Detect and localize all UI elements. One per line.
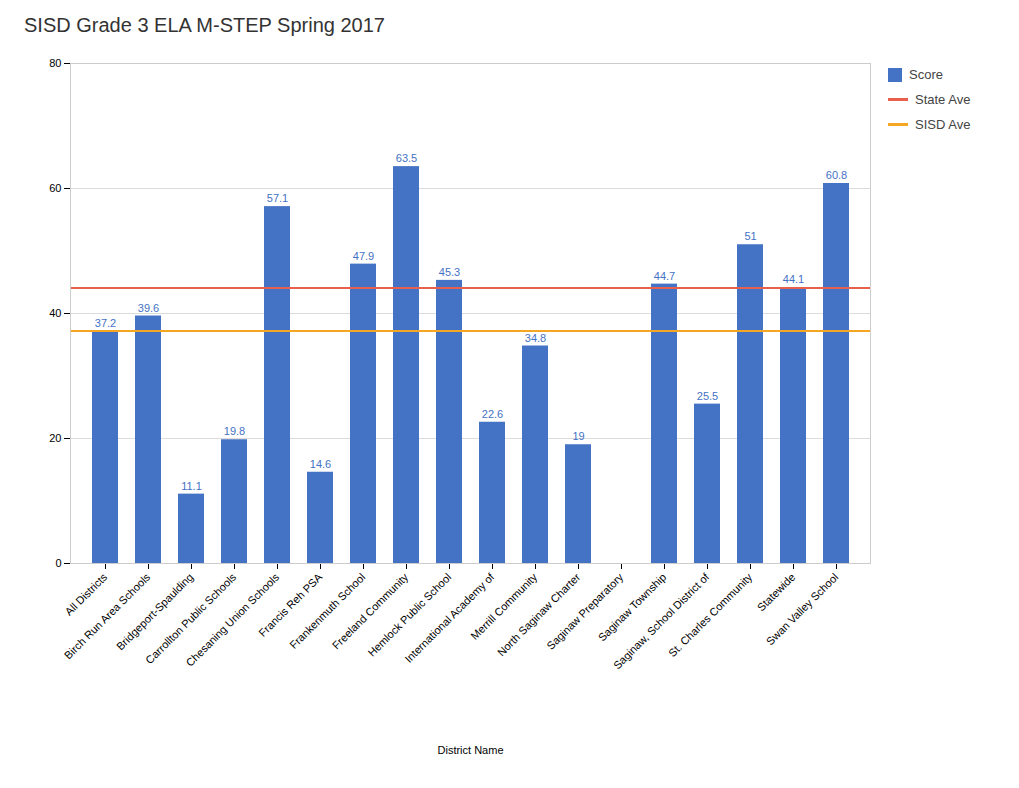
svg-text:Birch Run Area Schools: Birch Run Area Schools [62, 570, 153, 661]
svg-text:40: 40 [49, 307, 61, 319]
svg-text:80: 80 [49, 57, 61, 69]
svg-text:60: 60 [49, 182, 61, 194]
html-text:Score: Score [909, 67, 943, 82]
svg-text:63.5: 63.5 [396, 152, 417, 164]
svg-text:Swan Valley School: Swan Valley School [764, 571, 841, 648]
svg-text:North Saginaw Charter: North Saginaw Charter [495, 571, 583, 659]
html-text:SISD Grade 3 ELA M-STEP Spring: SISD Grade 3 ELA M-STEP Spring 2017 [24, 14, 385, 36]
svg-text:Hemlock Public School: Hemlock Public School [365, 571, 453, 659]
svg-text:51: 51 [744, 230, 756, 242]
svg-text:Carrollton Public Schools: Carrollton Public Schools [143, 570, 239, 667]
svg-text:District Name: District Name [437, 744, 503, 756]
svg-text:International Academy of: International Academy of [402, 570, 497, 665]
svg-text:44.1: 44.1 [783, 273, 804, 285]
svg-text:11.1: 11.1 [181, 480, 202, 492]
svg-text:Saginaw, School District of: Saginaw, School District of [610, 570, 712, 672]
svg-text:Saginaw Preparatory: Saginaw Preparatory [544, 570, 625, 651]
svg-text:19: 19 [572, 430, 584, 442]
svg-text:All Districts: All Districts [62, 570, 109, 617]
svg-text:37.2: 37.2 [95, 317, 116, 329]
svg-text:Merrill Community: Merrill Community [468, 570, 540, 642]
svg-text:Statewide: Statewide [755, 571, 798, 614]
svg-text:44.7: 44.7 [654, 270, 675, 282]
svg-text:14.6: 14.6 [310, 458, 331, 470]
svg-text:39.6: 39.6 [138, 302, 159, 314]
svg-text:60.8: 60.8 [826, 169, 847, 181]
svg-text:20: 20 [49, 432, 61, 444]
html-text:SISD Ave: SISD Ave [915, 117, 971, 132]
svg-text:Saginaw Township: Saginaw Township [595, 570, 669, 644]
svg-text:St. Charles Community: St. Charles Community [666, 570, 755, 659]
svg-text:Freeland Community: Freeland Community [330, 570, 411, 651]
svg-text:0: 0 [55, 557, 61, 569]
html-text:State Ave: State Ave [915, 92, 971, 107]
svg-text:34.8: 34.8 [525, 332, 546, 344]
svg-text:19.8: 19.8 [224, 425, 245, 437]
svg-text:Chesaning Union Schools: Chesaning Union Schools [183, 570, 282, 669]
svg-text:57.1: 57.1 [267, 192, 288, 204]
svg-text:45.3: 45.3 [439, 266, 460, 278]
svg-text:Francis Reh PSA: Francis Reh PSA [256, 570, 325, 639]
svg-text:Bridgeport-Spaulding: Bridgeport-Spaulding [114, 571, 196, 653]
svg-text:47.9: 47.9 [353, 250, 374, 262]
svg-text:Frankenmuth School: Frankenmuth School [287, 571, 367, 651]
svg-text:22.6: 22.6 [482, 408, 503, 420]
svg-text:25.5: 25.5 [697, 390, 718, 402]
